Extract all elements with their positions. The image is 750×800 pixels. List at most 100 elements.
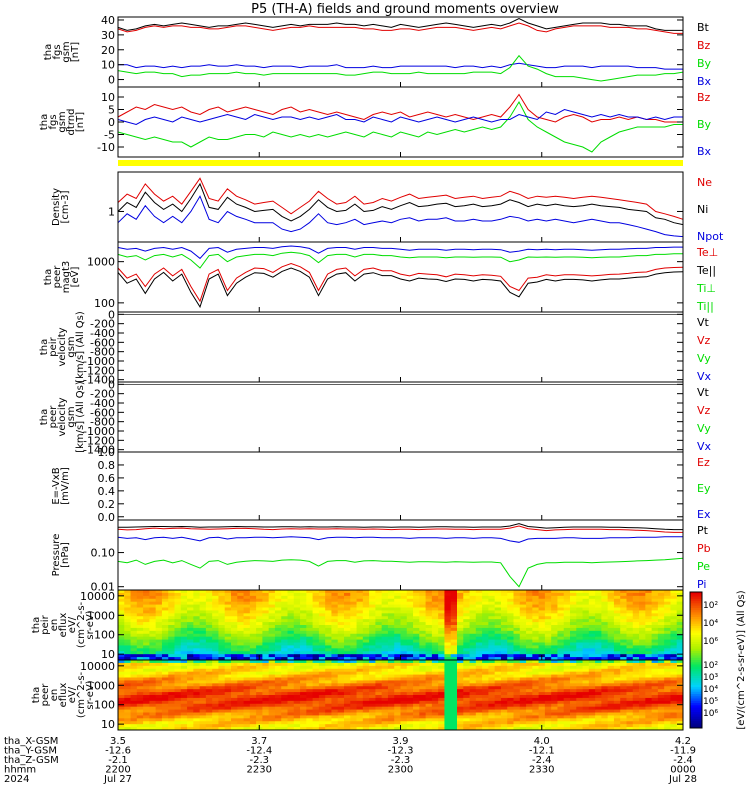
- x-row-value: 2330: [529, 765, 554, 776]
- y-tick-label: 0.01: [91, 581, 116, 594]
- y-tick-label: -1400: [83, 444, 115, 457]
- x-row-value: Jul 27: [103, 774, 132, 785]
- y-tick-label: 0: [108, 116, 115, 129]
- panel-density: 1 Density[cm-3] Ne Ni Npot: [51, 171, 724, 243]
- y-tick-label: 40: [101, 14, 115, 27]
- series-line-Pt: [118, 523, 683, 531]
- y-tick-label: 0.2: [98, 498, 116, 511]
- y-tick-label: 1000: [87, 609, 115, 622]
- legend-entry-Ni: Ni: [697, 203, 708, 216]
- x-row-value: 3.9: [393, 736, 409, 747]
- legend-entry-Vy: Vy: [697, 422, 711, 435]
- y-tick-label: 100: [94, 629, 115, 642]
- y-tick-label: -1000: [83, 355, 115, 368]
- y-tick-label: 0.6: [98, 472, 116, 485]
- series-line-Pi: [117, 536, 683, 543]
- y-tick-label: 100: [94, 297, 115, 310]
- x-row-value: 4.0: [534, 736, 550, 747]
- legend-entry-Vt: Vt: [697, 386, 710, 399]
- y-axis-label: Density[cm-3]: [51, 188, 71, 226]
- x-row-label: tha_X-GSM: [4, 736, 58, 747]
- x-row-value: 4.2: [675, 736, 691, 747]
- series-line-Pb: [117, 525, 683, 533]
- legend-entry-Ex: Ex: [697, 508, 711, 521]
- y-tick-label: 10: [101, 59, 115, 72]
- x-row-value: -2.3: [391, 755, 411, 766]
- legend-entry-Te⊥: Te⊥: [696, 246, 718, 259]
- y-axis-label: thafgsgsmdtrnd[nT]: [39, 109, 86, 136]
- series-line-Te||: [117, 267, 684, 309]
- legend-entry-Pe: Pe: [697, 560, 710, 573]
- y-tick-label: 0.8: [98, 459, 116, 472]
- series-line-Bt: [117, 17, 683, 31]
- y-tick-label: 20: [101, 44, 115, 57]
- panel-fgs_gsm: 0 10 20 30 40 thafgsgsm[nT] Bt Bz By Bx: [43, 14, 712, 88]
- legend-entry-Ti||: Ti||: [696, 300, 714, 313]
- series-line-Bz: [117, 22, 683, 34]
- x-row-label: tha_Z-GSM: [4, 755, 59, 766]
- time-axis-labels: tha_X-GSM 3.5 3.7 3.9 4.0 4.2 tha_Y-GSM -12.6 -1…: [4, 736, 697, 785]
- series-line-Ti||: [117, 251, 683, 269]
- y-tick-label: 0.10: [91, 547, 116, 560]
- panel-frame: [117, 86, 684, 158]
- series-line-Ne: [117, 177, 684, 220]
- x-row-value: -2.4: [532, 755, 552, 766]
- legend-entry-By: By: [697, 57, 712, 70]
- y-tick-label: -200: [90, 388, 115, 401]
- colorbar-tick-label: 10²: [703, 601, 718, 611]
- x-row-value: 2230: [247, 765, 272, 776]
- series-line-By: [117, 54, 684, 82]
- legend-entry-Bt: Bt: [697, 21, 710, 34]
- y-tick-label: 1: [108, 205, 115, 218]
- y-tick-label: -800: [90, 416, 115, 429]
- x-row-value: 3.5: [110, 736, 126, 747]
- y-tick-label: 0: [108, 74, 115, 87]
- y-tick-label: 10: [101, 91, 115, 104]
- colorbar-frame: [689, 591, 703, 729]
- series-line-Bz: [117, 93, 683, 123]
- legend-entry-Ez: Ez: [697, 456, 710, 469]
- series-line-Ti⊥: [117, 245, 683, 260]
- y-tick-label: -800: [90, 346, 115, 359]
- x-row-value: -11.9: [670, 746, 696, 757]
- panel-peir_en_eflux: 10 100 1000 10000thapeirenefluxeV/(cm^2-s-s…: [31, 589, 684, 661]
- y-axis-label: Pressure[nPa]: [51, 534, 71, 577]
- series-line-Pe: [117, 557, 684, 588]
- series-line-Ni: [117, 182, 684, 226]
- colorbar-tick-label: 10⁵: [703, 697, 718, 707]
- legend-entry-Pi: Pi: [697, 578, 706, 591]
- legend-entry-Bx: Bx: [697, 145, 712, 158]
- panel-peer_en_eflux: 10 100 1000 10000thapeerenefluxeV/(cm^2-s-s…: [31, 659, 684, 731]
- y-axis-label: thapeirvelocitygsm[km/s] (All Qs): [39, 311, 86, 383]
- legend-entry-Bz: Bz: [697, 39, 711, 52]
- legend-entry-Vx: Vx: [697, 370, 712, 383]
- x-row-value: 0000: [670, 765, 695, 776]
- y-tick-label: -200: [90, 318, 115, 331]
- legend-entry-By: By: [697, 118, 712, 131]
- y-axis-label: E=-VxB[mV/m]: [51, 467, 71, 505]
- y-tick-label: 1000: [87, 679, 115, 692]
- y-tick-label: -1200: [83, 364, 115, 377]
- colorbar-tick-label: 10⁶: [703, 709, 718, 719]
- x-row-value: -2.1: [108, 755, 128, 766]
- panels-group: 010203040thafgsgsm[nT]BtBzByBx-10-50510t…: [31, 14, 724, 731]
- panel-frame: [117, 519, 684, 591]
- mode-bar: [118, 160, 683, 166]
- legend-entry-Te||: Te||: [696, 264, 716, 277]
- panel-pressure: 0.01 0.10 Pressure[nPa] Pt Pb Pe Pi: [51, 519, 711, 594]
- y-tick-label: 10000: [80, 660, 115, 673]
- y-axis-label: thapeirenefluxeV/(cm^2-s-sr-eV): [31, 601, 96, 648]
- y-tick-label: -400: [90, 397, 115, 410]
- y-tick-label: 100: [94, 699, 115, 712]
- legend-entry-Vx: Vx: [697, 440, 712, 453]
- y-tick-label: 30: [101, 29, 115, 42]
- panel-e_vxb: 0.00.20.40.60.81.0 E=-VxB[mV/m] Ez Ey Ex: [51, 446, 711, 524]
- legend-entry-Bz: Bz: [697, 91, 711, 104]
- y-tick-label: -600: [90, 406, 115, 419]
- colorbar-tick-label: 10³: [703, 673, 718, 683]
- y-tick-label: 5: [108, 104, 115, 117]
- x-row-value: 3.7: [251, 736, 267, 747]
- legend-entry-Ne: Ne: [697, 176, 712, 189]
